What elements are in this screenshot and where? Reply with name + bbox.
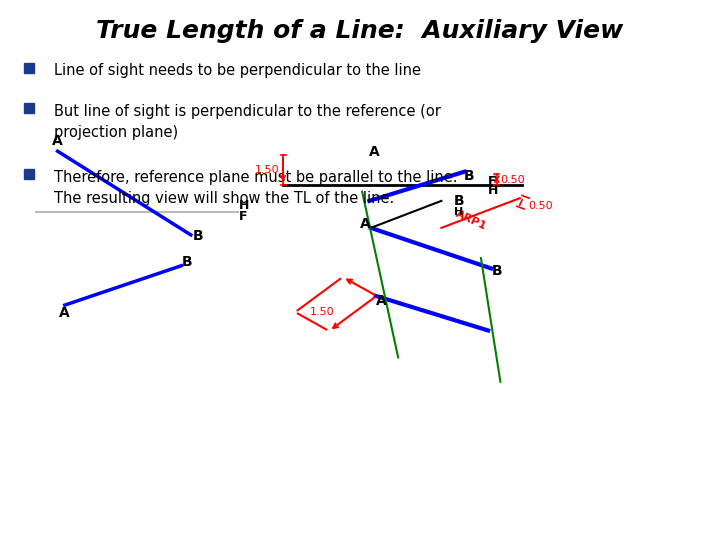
Text: H: H — [239, 199, 249, 212]
Text: Therefore, reference plane must be parallel to the line.
The resulting view will: Therefore, reference plane must be paral… — [54, 170, 457, 206]
Text: 0.50: 0.50 — [528, 201, 552, 211]
Text: A: A — [360, 217, 371, 231]
Text: B: B — [464, 168, 474, 183]
Text: F: F — [239, 210, 248, 222]
Text: F: F — [488, 175, 497, 188]
Text: B: B — [454, 194, 464, 208]
Text: H: H — [454, 207, 463, 217]
Text: 1.50: 1.50 — [255, 165, 279, 175]
Text: B: B — [181, 255, 192, 269]
Text: 0.50: 0.50 — [500, 175, 525, 185]
Text: A: A — [59, 306, 70, 320]
Text: A: A — [369, 145, 379, 159]
Text: ARP1: ARP1 — [454, 208, 487, 231]
Text: A: A — [376, 294, 387, 308]
Text: 1.50: 1.50 — [310, 307, 334, 317]
Text: B: B — [193, 229, 204, 243]
Text: But line of sight is perpendicular to the reference (or
projection plane): But line of sight is perpendicular to th… — [54, 104, 441, 140]
Text: True Length of a Line:  Auxiliary View: True Length of a Line: Auxiliary View — [96, 19, 624, 43]
Text: B: B — [492, 264, 503, 278]
Text: A: A — [52, 134, 63, 149]
Text: H: H — [488, 184, 498, 197]
Text: Line of sight needs to be perpendicular to the line: Line of sight needs to be perpendicular … — [54, 63, 421, 78]
